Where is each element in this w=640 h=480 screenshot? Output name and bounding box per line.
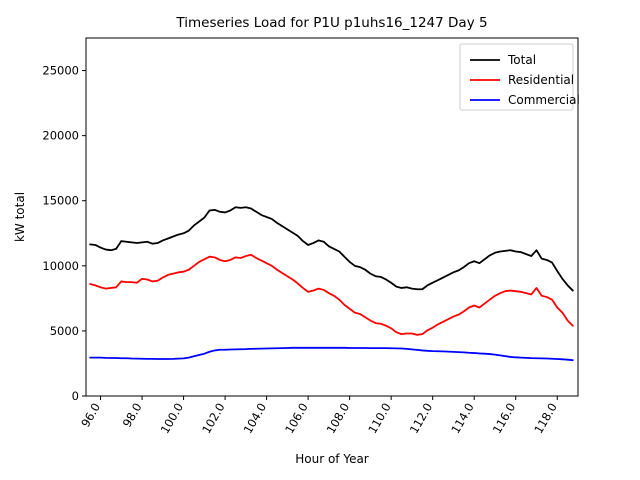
x-tick-label: 108.0 <box>324 401 353 437</box>
series-line-total <box>89 206 574 292</box>
y-tick-label: 25000 <box>42 64 79 78</box>
x-axis-ticks: 96.0 98.0 100.0 102.0 104.0 106.0 108.0 110.0 11… <box>78 396 560 436</box>
legend-label-total: Total <box>507 53 536 67</box>
y-tick-label: 15000 <box>42 194 79 208</box>
x-tick-label: 102.0 <box>199 401 228 437</box>
x-tick-label: 116.0 <box>490 401 519 437</box>
chart-title: Timeseries Load for P1U p1uhs16_1247 Day… <box>175 15 487 31</box>
x-tick-label: 100.0 <box>158 401 187 437</box>
x-tick-label: 112.0 <box>407 401 436 437</box>
series-line-commercial <box>89 346 574 362</box>
chart-legend[interactable]: Total Residential Commercial <box>459 43 580 111</box>
y-tick-label: 10000 <box>42 259 79 273</box>
y-tick-label: 0 <box>72 389 79 403</box>
x-tick-label: 98.0 <box>120 401 145 430</box>
y-axis-ticks: 0 5000 10000 15000 20000 25000 <box>42 64 86 403</box>
legend-entries: Total Residential Commercial <box>470 53 580 107</box>
y-tick-label: 20000 <box>42 129 79 143</box>
x-tick-label: 106.0 <box>282 401 311 437</box>
plot-frame <box>85 37 579 397</box>
data-series-group <box>89 206 574 362</box>
y-tick-label: 5000 <box>50 324 79 338</box>
legend-label-commercial: Commercial <box>508 93 580 107</box>
legend-label-residential: Residential <box>508 73 574 87</box>
x-tick-label: 110.0 <box>365 401 394 437</box>
x-tick-label: 96.0 <box>78 401 103 430</box>
y-axis-label: kW total <box>13 192 27 242</box>
x-axis-label: Hour of Year <box>295 452 369 466</box>
x-tick-label: 114.0 <box>448 401 477 437</box>
x-tick-label: 104.0 <box>241 401 270 437</box>
x-tick-label: 118.0 <box>531 401 560 437</box>
series-line-residential <box>89 253 574 336</box>
